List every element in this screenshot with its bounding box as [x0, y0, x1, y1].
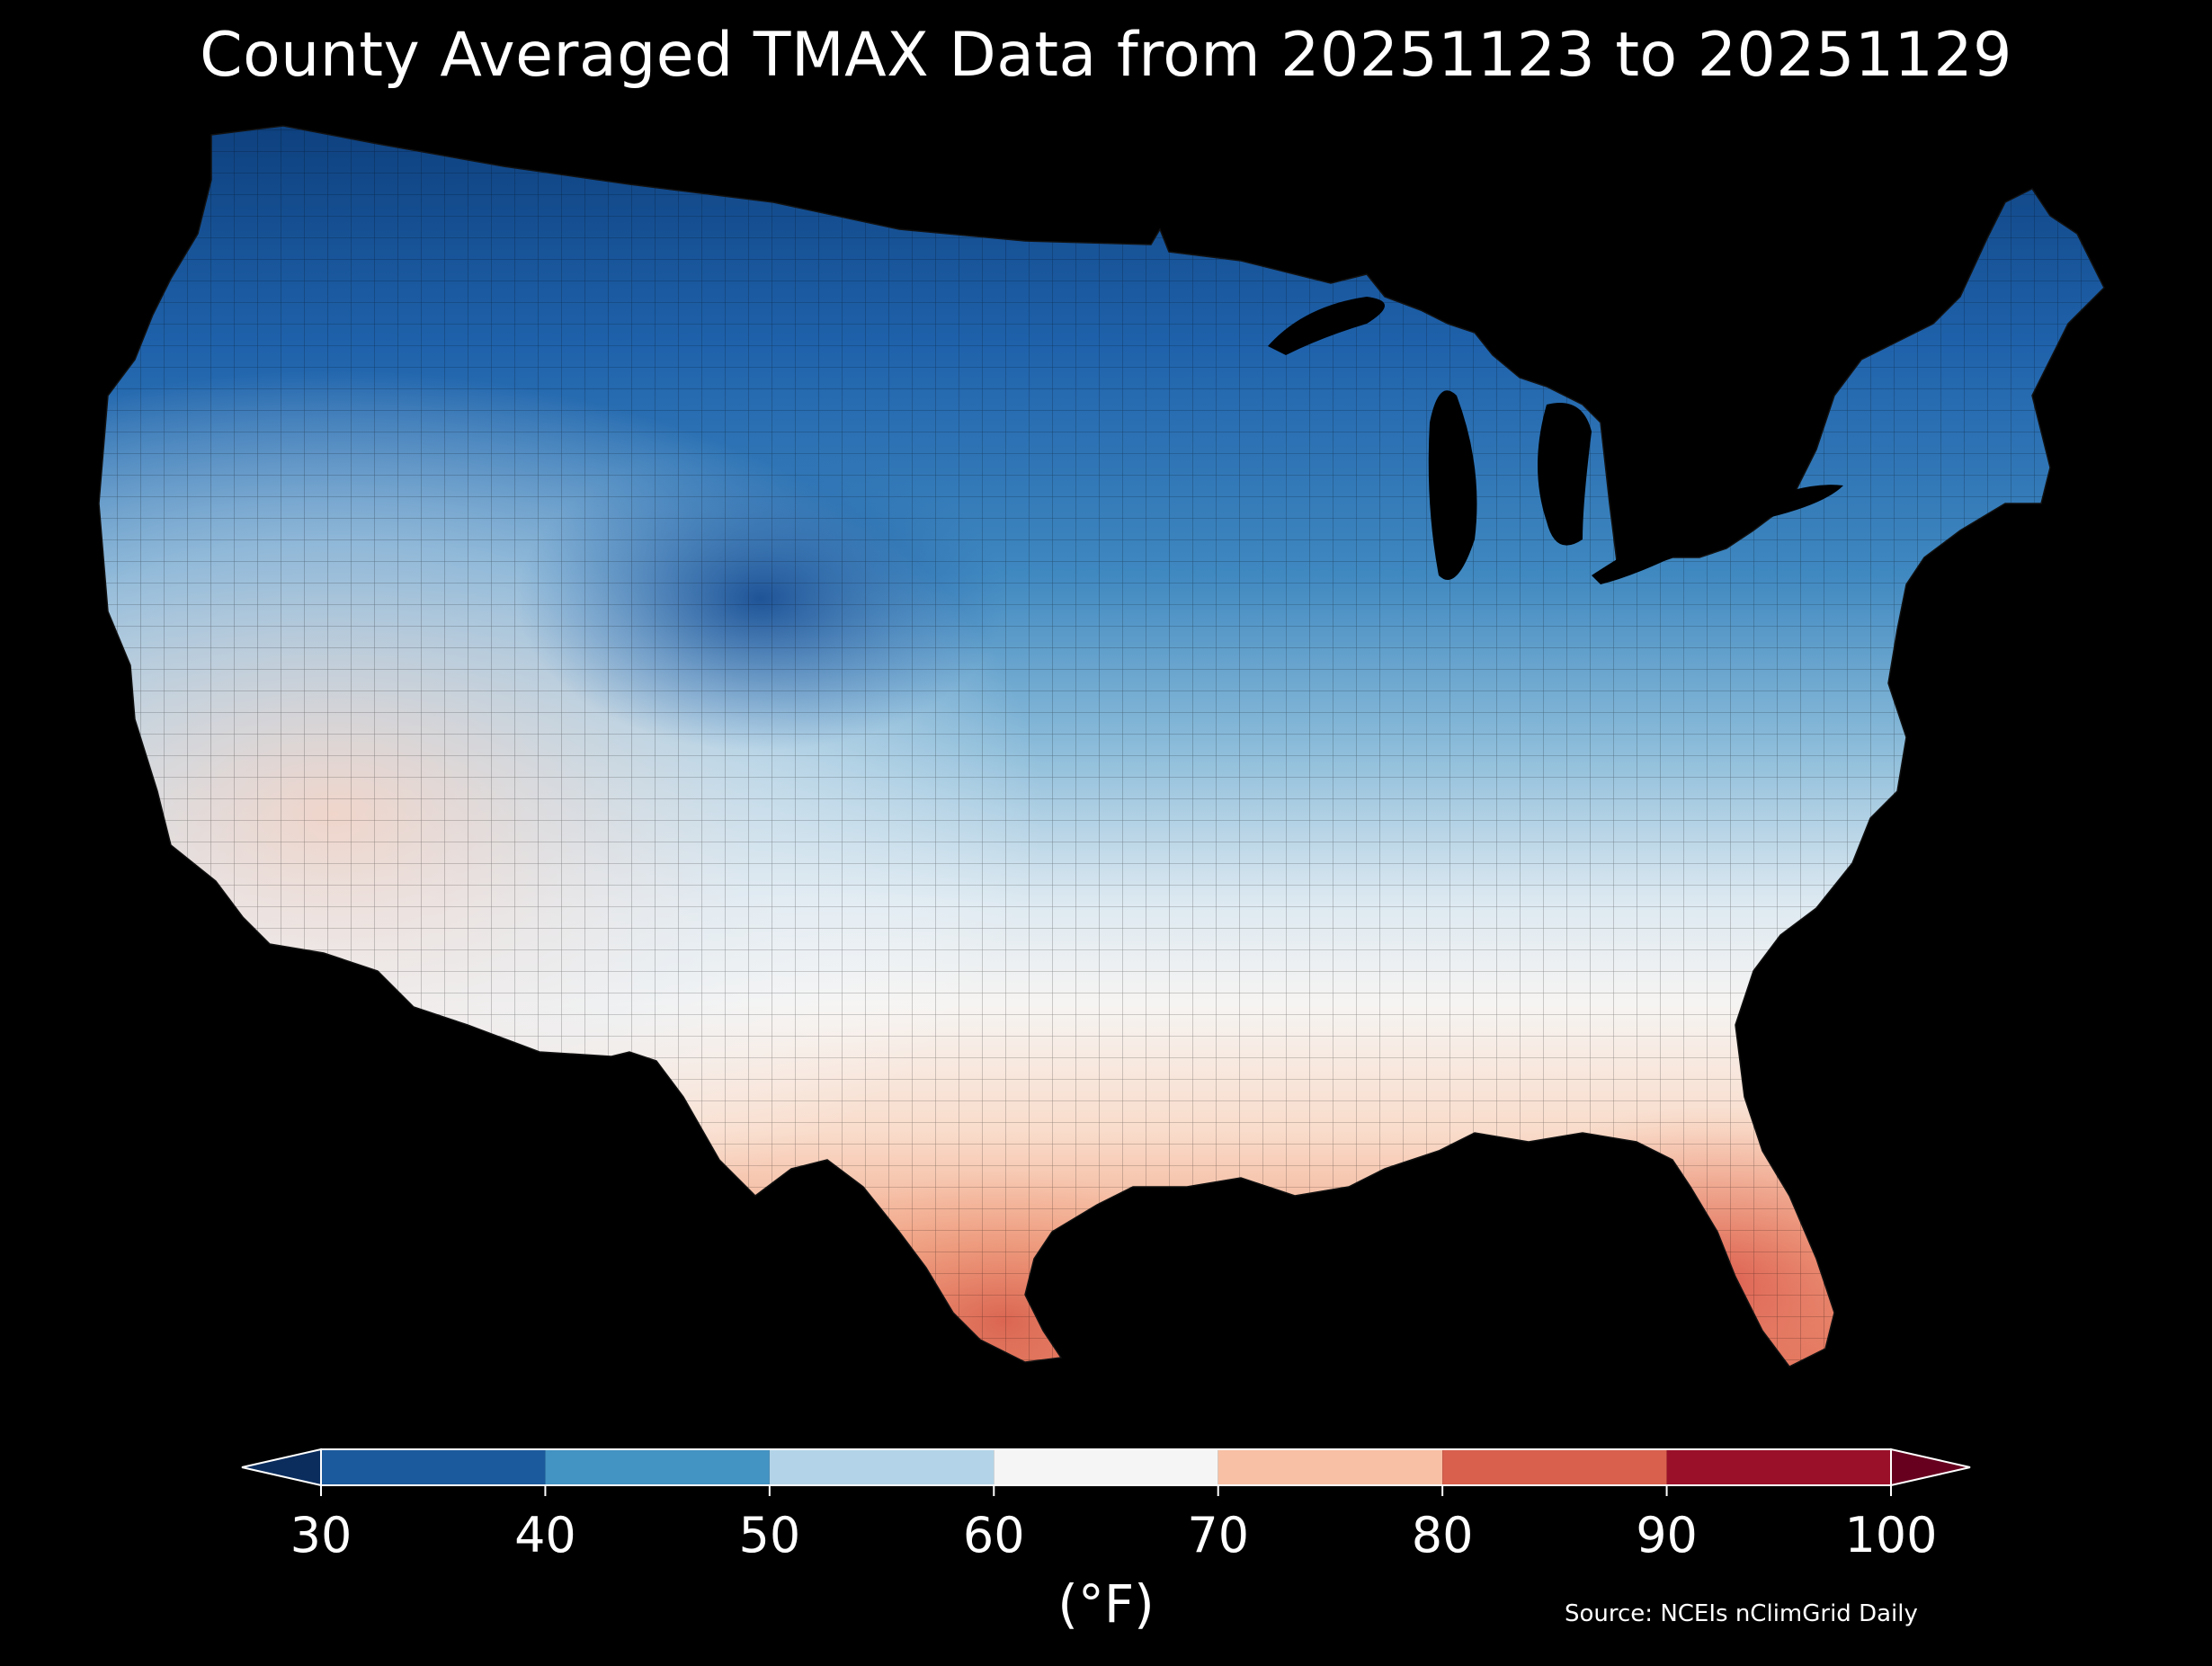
colorbar-tick-label: 70: [1187, 1507, 1249, 1564]
colorbar-tick-label: 40: [514, 1507, 576, 1564]
colorbar-under-extension: [241, 1448, 322, 1487]
colorbar-bin-70-80: [1217, 1449, 1443, 1485]
colorbar-tick-label: 90: [1636, 1507, 1698, 1564]
colorbar-tick-label: 30: [290, 1507, 352, 1564]
map-title: County Averaged TMAX Data from 20251123 …: [200, 20, 2012, 91]
colorbar-bin-60-70: [994, 1449, 1218, 1485]
colorbar-bin-40-50: [545, 1449, 770, 1485]
colorbar-tick-label: 80: [1412, 1507, 1474, 1564]
colorbar-bin-90-100: [1666, 1449, 1891, 1485]
colorbar-unit-label: (°F): [1057, 1573, 1155, 1635]
source-credit: Source: NCEIs nClimGrid Daily: [1565, 1600, 1918, 1627]
great-lakes: [1268, 297, 1843, 584]
colorbar-bin-50-60: [769, 1449, 995, 1485]
colorbar: 30 40 50 60 70 80 90 100: [241, 1448, 1971, 1564]
colorbar-frame: [320, 1448, 1892, 1486]
colorbar-tick-label: 50: [738, 1507, 800, 1564]
county-choropleth: [99, 126, 2104, 1367]
colorbar-over-extension: [1890, 1448, 1971, 1487]
colorbar-bin-80-90: [1442, 1449, 1667, 1485]
colorbar-tick-label: 100: [1844, 1507, 1937, 1564]
colorbar-bin-30-40: [321, 1449, 546, 1485]
colorbar-tick-label: 60: [963, 1507, 1025, 1564]
